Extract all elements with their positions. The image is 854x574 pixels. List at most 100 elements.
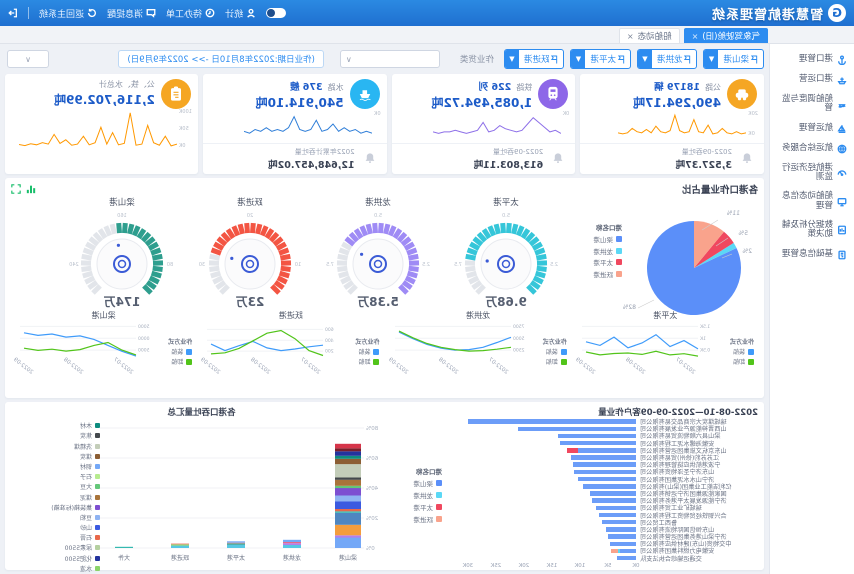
legend-item[interactable]: 石子 [16, 472, 100, 481]
series-装船 [585, 333, 699, 350]
line-chart-legend: 作业方式 装船 卸船 [150, 337, 196, 367]
header-action-refresh[interactable]: 返回主系统 [39, 7, 97, 20]
series-装船 [211, 340, 324, 352]
legend-item[interactable]: 梁山港 [594, 234, 622, 244]
cargo-type-select[interactable]: ∨ [339, 50, 440, 68]
legend-item[interactable]: 太平港 [594, 257, 622, 267]
stack-segment [171, 543, 189, 545]
legend-item[interactable]: 煤泥 [16, 493, 100, 502]
legend-item[interactable]: 大豆 [16, 482, 100, 491]
legend-item[interactable]: 装船 [338, 347, 380, 356]
port-select-3[interactable]: 太平港 ▼ [570, 49, 631, 69]
tab-close-icon[interactable]: × [691, 31, 699, 41]
stack-segment [335, 495, 361, 502]
theme-toggle[interactable] [266, 8, 287, 18]
spark-axis-labels: 0K [374, 111, 381, 117]
date-range-display[interactable]: (作业日期:2022年8月10日 ->> 2022年9月9日) [118, 50, 324, 68]
svg-text:400: 400 [325, 338, 334, 344]
legend-item[interactable]: 跃进港 [396, 514, 442, 524]
header-action-user[interactable]: 统计 [225, 7, 256, 20]
legend-item[interactable]: 化肥5500 [16, 554, 100, 563]
port-select-2[interactable]: 龙拱港 ▼ [636, 49, 698, 69]
logout-button[interactable] [8, 8, 18, 18]
legend-item[interactable]: 豆粕 [16, 513, 100, 522]
legend-item[interactable]: 卸船 [150, 357, 193, 366]
port-select-4[interactable]: 跃进港 ▼ [503, 49, 565, 69]
x-axis-labels: 2022-07 2022-08 2022-09 [386, 356, 509, 376]
header-action-clock[interactable]: 待办工单 [166, 7, 215, 20]
sidebar-item-4[interactable]: 航运管理 [770, 119, 854, 139]
legend-item[interactable]: 龙拱港 [396, 490, 442, 500]
stack-segment [283, 545, 301, 548]
legend-item[interactable]: 木材 [16, 421, 100, 430]
legend-item[interactable]: 石膏 [16, 533, 100, 542]
stack-segment [227, 543, 245, 545]
tab-close-icon[interactable]: × [626, 31, 634, 41]
legend-item[interactable]: 装船 [712, 347, 754, 356]
pie-slice-龙拱港 [694, 242, 737, 268]
stack-segment [335, 535, 361, 538]
clock-icon [205, 8, 215, 18]
customer-bar [571, 455, 636, 460]
legend-item[interactable]: 跃进港 [594, 269, 622, 279]
fullscreen-icon[interactable] [11, 184, 21, 194]
sidebar-item-2[interactable]: 港口运营 [770, 70, 854, 90]
legend-item[interactable]: 煤炭 [16, 452, 100, 461]
legend-item[interactable]: 集装箱(标准箱) [16, 503, 100, 512]
clipboard-icon [160, 79, 191, 109]
tab-inactive[interactable]: 船舶动态 × [618, 28, 680, 43]
tab-active[interactable]: 气象驾驶舱(旧) × [683, 28, 768, 43]
sidebar-item-3[interactable]: 船舶调度与监管 [770, 90, 854, 119]
card-sparkline: 0K [392, 111, 576, 137]
stack-segment [335, 485, 361, 489]
customer-bar [595, 505, 636, 511]
sidebar-item-9[interactable]: 基础信息管理 [770, 245, 854, 265]
sub-value: 613,803.11吨 [473, 160, 544, 171]
gauge-chart: 2.5 5.0 7.5 [326, 213, 430, 295]
legend-item[interactable]: 装船 [150, 347, 193, 356]
svg-text:15000: 15000 [138, 324, 150, 330]
sidebar-item-6[interactable]: 港航经济运行监测 [770, 159, 854, 188]
chevron-down-icon: ▼ [637, 50, 652, 68]
header-action-message[interactable]: 消息提醒 [107, 7, 156, 20]
legend-item[interactable]: 尿素5500 [16, 543, 100, 552]
line-chart-跃进港: 跃进港 作业方式 装船 卸船 200 400 600 2022-07 2022-08 2022-0… [198, 310, 383, 394]
legend-item[interactable]: 卸船 [525, 357, 567, 366]
pie-and-gauges-row: 11% 5% 2% 82% 港口名称 梁山港 龙拱港 太平港 跃进港 太平港 2.5 5.0 7.5 9.… [11, 196, 758, 315]
sidebar-item-7[interactable]: 船舶动态信息管理 [770, 187, 854, 216]
sidebar-item-label: 港口运营 [798, 74, 833, 85]
line-chart-legend: 作业方式 装船 卸船 [338, 337, 384, 367]
chart-switch-icon[interactable] [26, 184, 36, 194]
legend-item[interactable]: 龙拱港 [594, 246, 622, 256]
legend-item[interactable]: 卸船 [712, 357, 754, 366]
sidebar-item-5[interactable]: 航运综合服务 [770, 139, 854, 159]
legend-item[interactable]: 太平港 [396, 502, 442, 512]
stack-segment [227, 541, 245, 543]
legend-item[interactable]: 山砂 [16, 523, 100, 532]
legend-item[interactable]: 装船 [525, 347, 567, 356]
gauge-chart: 2.5 5.0 7.5 [454, 213, 558, 295]
x-axis: 0K 5K 10K 15K 20K 25K 30K [462, 562, 640, 569]
gauge-icon [837, 170, 847, 177]
svg-text:20: 20 [247, 213, 253, 219]
sidebar-item-1[interactable]: 港口管理 [770, 50, 854, 70]
port-select-1[interactable]: 梁山港 ▼ [703, 49, 764, 69]
sidebar-item-8[interactable]: 数据分析及辅助决策 [770, 216, 854, 245]
legend-item[interactable]: 卸船 [338, 357, 380, 366]
chart-doc-icon [838, 225, 846, 235]
pie-slice-梁山港 [647, 221, 742, 315]
chevron-down-icon: ▼ [704, 50, 719, 68]
card-top: 铁路 226 列 1,085,494.72吨 [392, 74, 576, 111]
header-actions: 统计 待办工单 消息提醒 返回主系统 [8, 7, 287, 20]
legend-item[interactable]: 洗精煤 [16, 442, 100, 451]
legend-item[interactable]: 水渣 [16, 564, 100, 573]
gauge-title: 太平港 [493, 198, 519, 208]
card-count: 18179 辆 [654, 82, 700, 93]
legend-item[interactable]: 梁山港 [396, 478, 442, 488]
legend-item[interactable]: 钢材 [16, 462, 100, 471]
right-mini-select[interactable]: ∨ [7, 50, 49, 68]
message-icon [146, 9, 156, 18]
card-label: 公、铁、水总计 [98, 80, 155, 89]
legend-item[interactable]: 焦炭 [16, 431, 100, 440]
